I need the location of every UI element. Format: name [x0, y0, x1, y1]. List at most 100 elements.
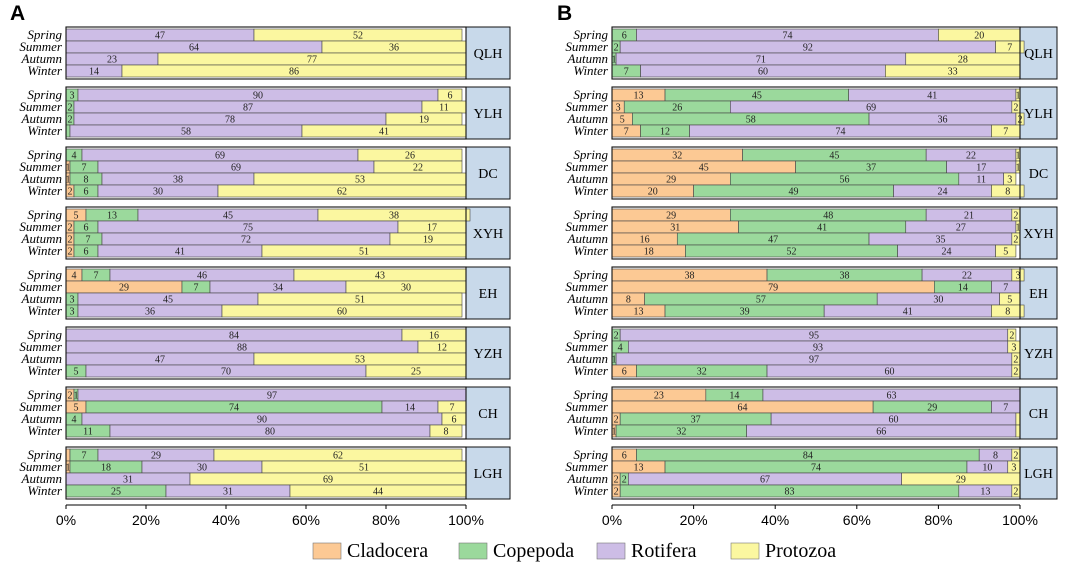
legend-label: Cladocera — [347, 540, 428, 562]
bar-row-autumn: Autumn 2 2 67 29 — [567, 471, 1021, 486]
season-label: Winter — [573, 423, 609, 438]
data-label: 1 — [1015, 151, 1020, 162]
data-label: 48 — [823, 211, 833, 222]
data-label: 11 — [976, 175, 986, 186]
data-label: 4 — [72, 415, 77, 426]
data-label: 6 — [622, 451, 627, 462]
data-label: 2 — [614, 43, 619, 54]
data-label: 20 — [974, 31, 984, 42]
data-label: 17 — [427, 223, 437, 234]
data-label: 2 — [68, 223, 73, 234]
site-label-box — [465, 446, 511, 500]
data-label: 8 — [1005, 187, 1010, 198]
data-label: 23 — [654, 391, 664, 402]
season-label: Spring — [27, 147, 62, 162]
site-label: EH — [479, 287, 498, 302]
bar-row-autumn: Autumn 31 69 — [21, 471, 467, 486]
data-label: 12 — [660, 127, 670, 138]
season-label: Winter — [573, 243, 609, 258]
bar-row-spring: Spring 29 48 21 2 — [573, 207, 1021, 222]
data-label: 6 — [84, 187, 89, 198]
group-frame — [65, 146, 467, 200]
legend-label: Protozoa — [765, 540, 836, 562]
data-label: 4 — [72, 151, 77, 162]
data-label: 31 — [223, 487, 233, 498]
data-label: 31 — [123, 475, 133, 486]
data-label: 24 — [942, 247, 952, 258]
bar-row-spring: Spring 6 84 8 2 — [573, 447, 1021, 462]
season-label: Summer — [565, 99, 609, 114]
bar-row-summer: Summer 79 14 7 — [565, 279, 1021, 294]
data-label: 3 — [1007, 175, 1012, 186]
data-label: 92 — [803, 43, 813, 54]
data-label: 69 — [215, 151, 225, 162]
legend-item-rotifera: Rotifera — [596, 540, 697, 562]
data-label: 62 — [333, 451, 343, 462]
bar-row-spring: Spring 2 95 2 — [573, 327, 1017, 342]
data-label: 28 — [958, 55, 968, 66]
data-label: 32 — [697, 367, 707, 378]
data-label: 75 — [243, 223, 253, 234]
season-label: Winter — [27, 63, 63, 78]
data-label: 10 — [982, 463, 992, 474]
data-label: 60 — [884, 367, 894, 378]
bar-row-spring: Spring 84 16 — [27, 327, 467, 342]
bar-row-winter: Winter 1 32 66 — [573, 423, 1021, 438]
x-tick-label: 80% — [924, 512, 952, 528]
season-label: Winter — [573, 123, 609, 138]
season-label: Autumn — [21, 111, 62, 126]
data-label: 2 — [1013, 211, 1018, 222]
group-frame — [65, 446, 467, 500]
data-label: 60 — [758, 67, 768, 78]
data-label: 29 — [927, 403, 937, 414]
data-label: 22 — [962, 271, 972, 282]
data-label: 5 — [1007, 295, 1012, 306]
panel-letter: B — [557, 2, 572, 25]
data-label: 74 — [229, 403, 239, 414]
season-label: Summer — [19, 159, 63, 174]
data-label: 86 — [289, 67, 299, 78]
data-label: 29 — [666, 211, 676, 222]
bar-row-summer: Summer 64 29 7 — [565, 399, 1021, 414]
site-label: LGH — [474, 467, 503, 482]
data-label: 14 — [958, 283, 968, 294]
x-tick-label: 60% — [292, 512, 320, 528]
site-label-box — [1019, 326, 1058, 380]
data-label: 74 — [782, 31, 792, 42]
legend-swatch — [730, 542, 760, 560]
bar-row-summer: Summer 1 7 69 22 — [19, 159, 463, 174]
data-label: 47 — [155, 355, 165, 366]
bar-row-summer: Summer 3 26 69 2 — [565, 99, 1021, 114]
data-label: 7 — [82, 451, 87, 462]
season-label: Winter — [573, 183, 609, 198]
bar-row-winter: Winter 6 32 60 2 — [573, 363, 1021, 378]
season-label: Winter — [27, 423, 63, 438]
data-label: 1 — [66, 175, 71, 186]
data-label: 52 — [353, 31, 363, 42]
data-label: 38 — [173, 175, 183, 186]
bar-row-spring: Spring 5 13 45 38 — [27, 207, 471, 222]
data-label: 7 — [624, 127, 629, 138]
site-label-box — [1019, 446, 1058, 500]
season-label: Spring — [573, 387, 608, 402]
data-label: 95 — [809, 331, 819, 342]
bar-row-winter: Winter 13 39 41 8 — [573, 303, 1025, 318]
data-label: 4 — [72, 271, 77, 282]
bar-row-autumn: Autumn 2 78 19 — [21, 111, 463, 126]
data-label: 43 — [375, 271, 385, 282]
bar-row-winter: Winter 20 49 24 8 — [573, 183, 1025, 198]
data-label: 45 — [223, 211, 233, 222]
season-label: Summer — [565, 459, 609, 474]
legend-label: Copepoda — [493, 540, 574, 562]
data-label: 60 — [337, 307, 347, 318]
data-label: 22 — [966, 151, 976, 162]
data-label: 45 — [699, 163, 709, 174]
data-label: 97 — [809, 355, 819, 366]
data-label: 11 — [83, 427, 93, 438]
season-label: Spring — [573, 207, 608, 222]
season-label: Winter — [573, 63, 609, 78]
group-frame — [65, 86, 467, 140]
data-label: 1 — [74, 391, 79, 402]
